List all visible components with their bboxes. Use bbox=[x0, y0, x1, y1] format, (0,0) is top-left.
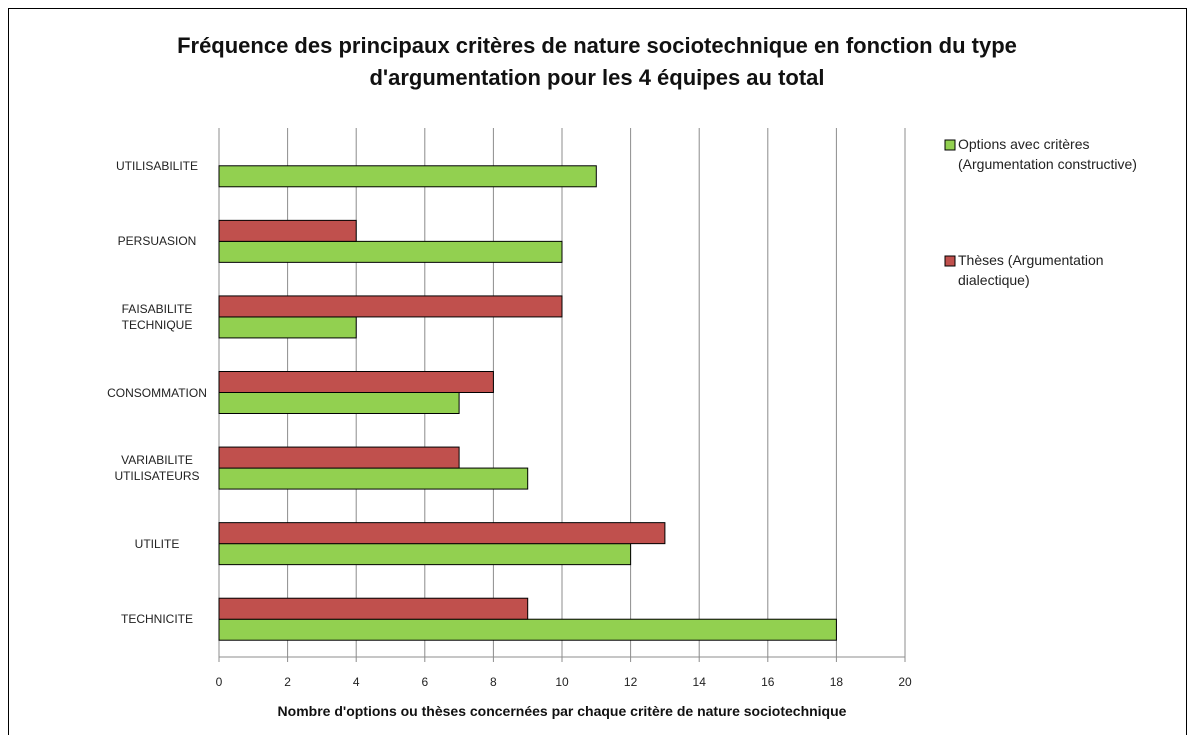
y-tick-label: FAISABILITE TECHNIQUE bbox=[121, 301, 193, 332]
y-tick-label: TECHNICITE bbox=[121, 612, 193, 627]
bar bbox=[218, 467, 529, 490]
x-tick-label: 18 bbox=[830, 675, 844, 689]
bar bbox=[218, 597, 529, 620]
y-tick-label: UTILISABILITE bbox=[115, 158, 199, 173]
bar bbox=[218, 446, 460, 469]
y-tick-label: PERSUASION bbox=[117, 234, 197, 249]
bar bbox=[218, 316, 357, 339]
bar bbox=[218, 618, 837, 641]
legend-label: Thèses (Argumentation dialectique) bbox=[958, 252, 1104, 288]
legend-label: Options avec critères (Argumentation con… bbox=[958, 136, 1137, 172]
x-tick-label: 8 bbox=[490, 675, 497, 689]
bar bbox=[218, 371, 494, 393]
bar bbox=[218, 522, 666, 545]
x-tick-label: 2 bbox=[284, 675, 291, 689]
x-tick-label: 20 bbox=[898, 675, 912, 689]
bar bbox=[218, 165, 597, 188]
x-tick-label: 14 bbox=[693, 675, 707, 689]
x-tick-label: 0 bbox=[216, 675, 223, 689]
chart-title: Fréquence des principaux critères de nat… bbox=[177, 33, 1017, 90]
y-tick-label: VARIABILITE UTILISATEURS bbox=[114, 453, 200, 484]
x-tick-label: 4 bbox=[353, 675, 360, 689]
x-tick-label: 12 bbox=[624, 675, 638, 689]
x-tick-label: 6 bbox=[421, 675, 428, 689]
y-tick-label: UTILITE bbox=[134, 536, 180, 551]
bar bbox=[218, 240, 563, 263]
legend-swatch bbox=[944, 139, 956, 151]
frame bbox=[8, 8, 1187, 735]
x-axis-label: Nombre d'options ou thèses concernées pa… bbox=[277, 703, 847, 719]
bar bbox=[218, 543, 632, 566]
bar bbox=[218, 219, 357, 242]
legend-swatch bbox=[944, 255, 956, 267]
y-tick-label: CONSOMMATION bbox=[107, 385, 207, 400]
bar bbox=[218, 295, 563, 318]
bar bbox=[218, 392, 460, 414]
x-tick-label: 10 bbox=[555, 675, 569, 689]
x-tick-label: 16 bbox=[761, 675, 775, 689]
